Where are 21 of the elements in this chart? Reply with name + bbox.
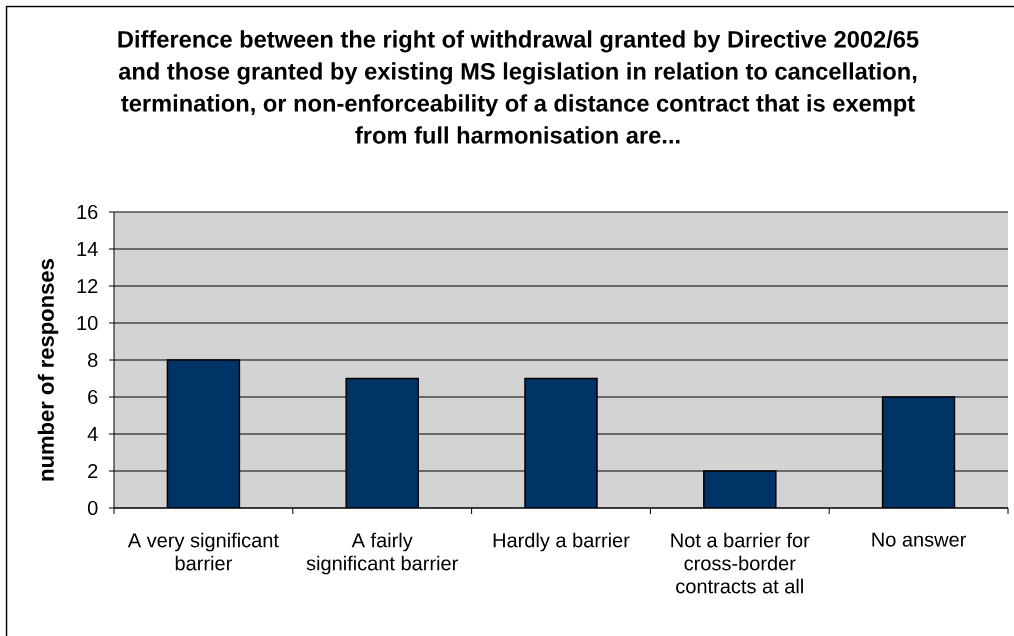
- bar: [345, 377, 419, 508]
- bar: [881, 396, 956, 508]
- x-tick-label: A very significant barrier: [127, 532, 279, 571]
- bar: [166, 359, 241, 508]
- x-tick-label: Hardly a barrier: [493, 532, 630, 552]
- x-tick-label: No answer: [872, 532, 967, 547]
- x-tick-label: Not a barrier for cross-border contracts at all: [671, 532, 810, 594]
- y-axis-title: number of responses: [37, 259, 59, 481]
- y-tick-label: 6: [88, 389, 98, 405]
- y-tick-label: 12: [77, 279, 98, 293]
- y-tick-label: 16: [77, 204, 98, 220]
- x-tick-label: A fairly significant barrier: [306, 532, 458, 575]
- y-tick-label: 10: [77, 315, 98, 331]
- y-tick-label: 4: [87, 427, 98, 441]
- y-tick-label: 2: [88, 464, 98, 478]
- y-tick-label: 14: [77, 242, 98, 256]
- bar: [524, 377, 598, 508]
- y-tick-label: 0: [87, 500, 98, 516]
- chart-title: Difference between the right of withdrawal granted by Directive 2002/65 and those granted by existing MS legislation in relation to cancellation, termination, or non-enforceability of a distance contract that is exempt from full harmonisation are...: [118, 30, 919, 144]
- bar: [703, 470, 777, 508]
- y-tick-label: 8: [88, 352, 98, 368]
